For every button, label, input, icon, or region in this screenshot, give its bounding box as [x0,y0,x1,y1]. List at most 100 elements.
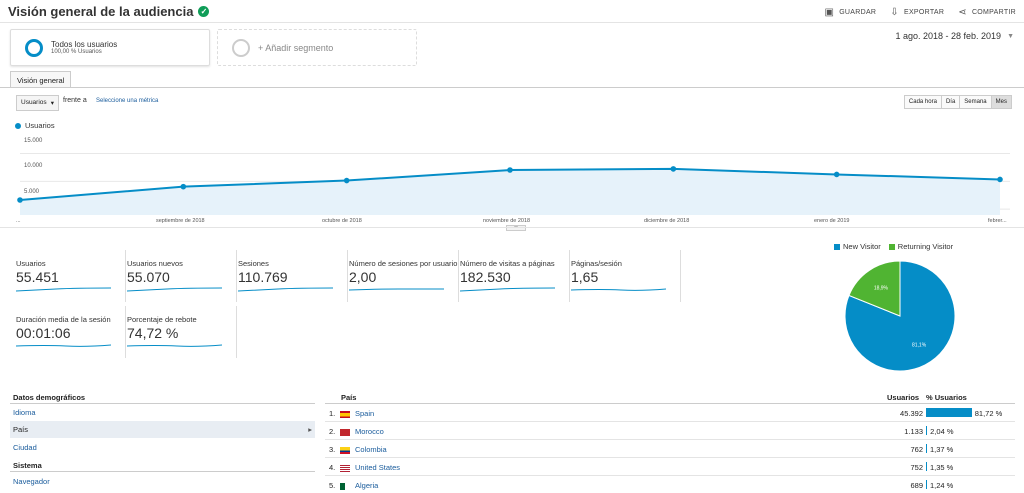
row-percent: 1,24 % [930,481,954,490]
col-country: País [341,393,357,402]
x-tick-label: febrer... [988,218,1007,224]
save-button[interactable]: ▣ GUARDAR [824,7,877,18]
data-point[interactable] [670,166,677,172]
sparkline [127,287,222,292]
users-line-chart [17,153,1010,215]
table-row: 3. Colombia 762 1,37 % [325,439,1015,457]
metric-dropdown[interactable]: Usuarios ▾ [16,95,59,111]
share-bar [926,426,928,435]
x-tick-label: ... [16,218,21,224]
country-link[interactable]: Colombia [355,445,387,454]
verified-icon: ✓ [198,6,210,17]
legend-new-visitor[interactable]: New Visitor [834,242,881,251]
data-point[interactable] [833,171,840,178]
metric-users[interactable]: Usuarios 55.451 [16,250,126,302]
row-percent: 1,35 % [930,463,954,472]
sparkline [16,344,111,347]
system-item-browser[interactable]: Navegador [13,477,50,486]
sparkline [238,287,333,292]
row-users: 1.133 [904,427,923,436]
y-tick-label: 15.000 [24,138,43,144]
metric-sessions[interactable]: Sesiones 110.769 [238,250,348,302]
data-point[interactable] [997,176,1003,183]
share-button[interactable]: ⋖ COMPARTIR [958,7,1016,18]
country-link[interactable]: Algeria [355,481,379,490]
demo-item-language[interactable]: Idioma [13,408,36,417]
demo-item-city[interactable]: Ciudad [13,443,37,452]
visitor-pie-chart: 81,1% 18,9% [844,260,956,372]
x-tick-label: enero de 2019 [814,218,850,224]
metric-bounce-rate[interactable]: Porcentaje de rebote 74,72 % [127,306,237,358]
sparkline [349,288,444,291]
data-point[interactable] [180,183,187,190]
row-rank: 2. [329,427,336,436]
tab-overview[interactable]: Visión general [10,71,72,88]
pie-slice-label: 18,9% [874,286,889,292]
date-range-picker[interactable]: 1 ago. 2018 - 28 feb. 2019 ▼ [895,31,1014,41]
demo-item-country[interactable]: País ▸ [10,421,315,438]
row-users: 762 [910,445,923,454]
legend-dot [15,122,21,129]
versus-label: frente a [63,97,87,104]
section-divider [0,227,1024,228]
granularity-month[interactable]: Mes [990,96,1011,108]
metric-pageviews[interactable]: Número de visitas a páginas 182.530 [460,250,570,302]
data-point[interactable] [343,177,350,184]
metric-new-users[interactable]: Usuarios nuevos 55.070 [127,250,237,302]
share-bar [926,408,972,417]
row-percent: 81,72 % [974,409,1003,418]
chart-legend: Usuarios [15,121,55,130]
row-users: 45.392 [900,409,923,418]
col-users: Usuarios [887,393,920,402]
demo-divider [10,403,315,404]
pie-legend: New Visitor Returning Visitor [834,242,953,251]
x-tick-label: noviembre de 2018 [483,218,531,224]
table-row: 4. United States 752 1,35 % [325,457,1015,475]
chevron-down-icon: ▼ [1007,32,1014,40]
segment-ring-icon [25,38,43,57]
chart-resize-handle[interactable]: ═ [506,225,526,231]
granularity-buttons: Cada hora Día Semana Mes [903,95,1012,109]
granularity-day[interactable]: Día [940,96,960,108]
granularity-week[interactable]: Semana [959,96,991,108]
segment-all-users[interactable]: Todos los usuarios 100,00 % Usuarios [10,29,210,66]
country-flag-icon [340,427,354,436]
series-area [20,168,1000,215]
select-metric-link[interactable]: Seleccione una métrica [96,98,159,104]
sparkline [127,344,222,347]
granularity-hourly[interactable]: Cada hora [904,96,941,108]
table-row: 5. Algeria 689 1,24 % [325,475,1015,493]
empty-ring-icon [232,38,250,57]
metric-pages-per-session[interactable]: Páginas/sesión 1,65 [571,250,681,302]
data-point[interactable] [17,197,23,203]
x-tick-label: diciembre de 2018 [644,218,690,224]
tab-divider [0,87,1024,88]
system-divider [10,471,315,472]
data-point[interactable] [507,167,513,173]
y-tick-label: 10.000 [24,163,43,169]
sparkline [16,287,111,292]
row-users: 689 [910,481,923,490]
table-row: 1. Spain 45.392 81,72 % [325,403,1015,421]
row-rank: 3. [329,445,336,454]
export-button[interactable]: ⇩ EXPORTAR [890,7,945,18]
col-percent-users: % Usuarios [926,393,967,402]
country-link[interactable]: Morocco [355,427,384,436]
country-link[interactable]: United States [355,463,401,472]
country-link[interactable]: Spain [355,409,375,418]
export-icon: ⇩ [890,7,899,18]
row-rank: 1. [329,409,336,418]
x-tick-label: octubre de 2018 [322,218,362,224]
country-flag-icon [340,481,354,490]
add-segment-button[interactable]: + Añadir segmento [217,29,417,66]
metric-avg-session-duration[interactable]: Duración media de la sesión 00:01:06 [16,306,126,358]
share-icon: ⋖ [958,7,967,18]
pie-slice-label: 81,1% [912,342,927,348]
sparkline [460,287,555,292]
x-tick-label: septiembre de 2018 [156,218,205,224]
share-bar [926,444,927,453]
country-flag-icon [340,445,354,454]
metric-sessions-per-user[interactable]: Número de sesiones por usuario 2,00 [349,250,459,302]
legend-returning-visitor[interactable]: Returning Visitor [888,242,953,251]
pie-slice[interactable] [848,260,901,317]
